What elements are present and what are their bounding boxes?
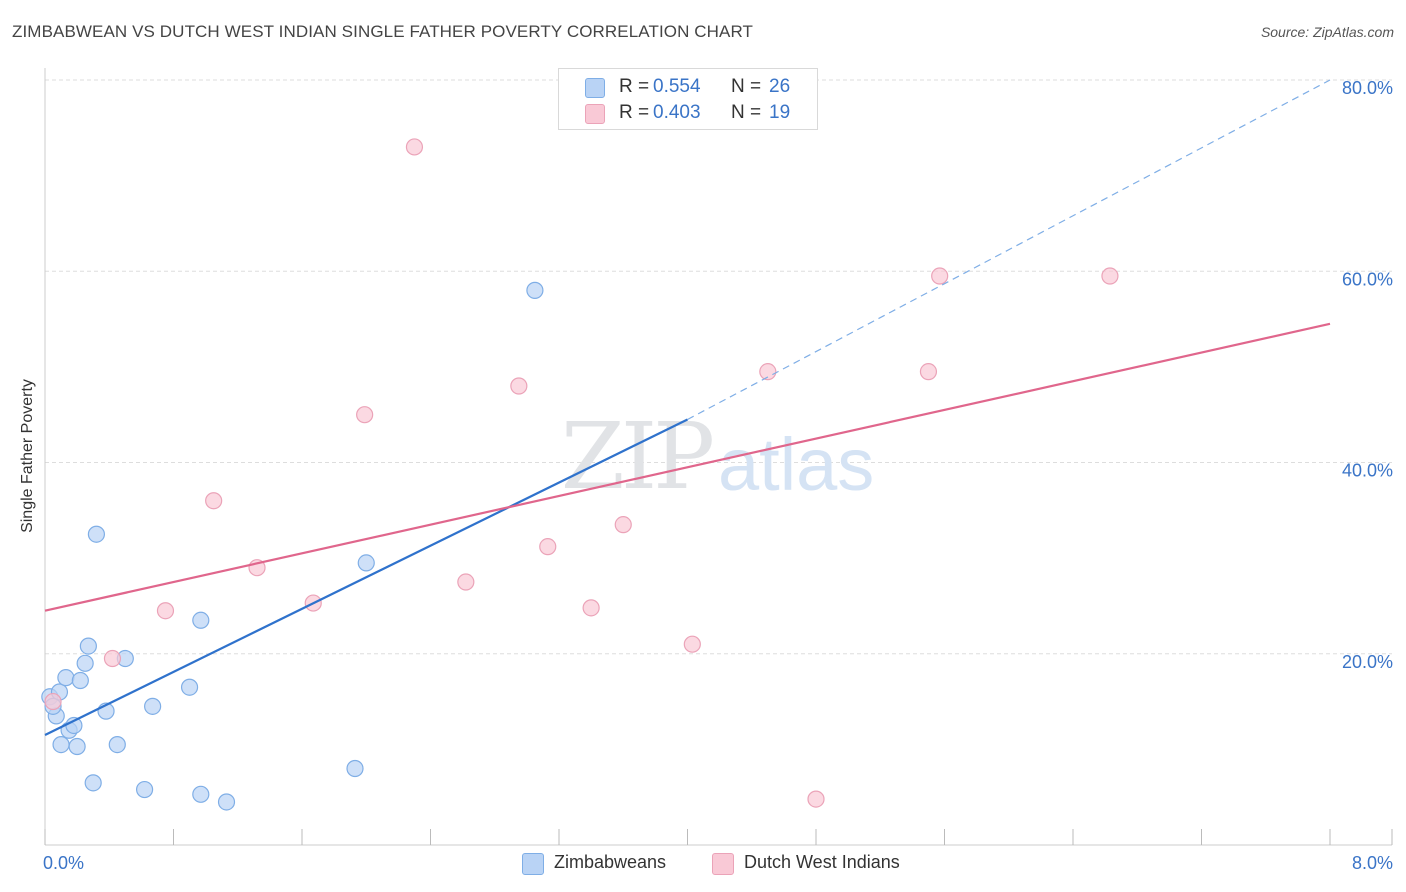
tick-labels: 20.0% 40.0% 60.0% 80.0% 0.0% 8.0%: [43, 78, 1393, 873]
dutch-west-indian-trendline: [44, 322, 1331, 612]
points-layer: [41, 138, 1119, 811]
dutch-west-indian-point: [103, 649, 122, 668]
legend-n-label: N =: [731, 102, 762, 123]
dutch-west-indian-point: [931, 267, 949, 285]
legend-r-label: R =: [619, 76, 650, 97]
legend-label: Dutch West Indians: [744, 852, 900, 872]
legend-r-label: R =: [619, 102, 650, 123]
legend-n-value: 19: [769, 102, 791, 123]
zimbabwean-point: [76, 654, 94, 672]
axis-layer: [44, 68, 1393, 846]
legend-r-value: 0.403: [653, 102, 701, 123]
dutch-west-indian-point: [683, 635, 701, 653]
legend-swatch-blue: [585, 78, 605, 98]
zimbabwean-point: [84, 774, 102, 792]
trend-layer: [44, 79, 1331, 737]
legend-label: Zimbabweans: [554, 852, 667, 872]
zimbabwean-point: [144, 697, 162, 715]
y-tick-label: 40.0%: [1342, 461, 1393, 481]
zimbabwean-point: [71, 671, 89, 690]
zimbabwean-point: [526, 281, 544, 299]
zimbabwean-trendline: [44, 418, 688, 737]
zimbabwean-trendline-extension: [687, 79, 1331, 420]
chart-title: ZIMBABWEAN VS DUTCH WEST INDIAN SINGLE F…: [12, 22, 754, 41]
zimbabwean-point: [57, 669, 75, 687]
watermark-atlas: atlas: [718, 423, 874, 506]
dutch-west-indian-point: [356, 406, 374, 424]
dutch-west-indian-point: [539, 538, 557, 556]
zimbabwean-point: [192, 611, 210, 629]
correlation-legend: R = 0.554 N = 26 R = 0.403 N = 19: [558, 68, 818, 130]
dutch-west-indian-point: [156, 602, 175, 620]
dutch-west-indian-point: [205, 492, 223, 510]
legend-swatch-pink: [712, 853, 734, 875]
dutch-west-indian-point: [1101, 267, 1119, 285]
x-tick-label: 0.0%: [43, 853, 84, 873]
zimbabwean-point: [135, 780, 154, 799]
zimbabwean-point: [79, 637, 97, 655]
dutch-west-indian-point: [759, 363, 777, 381]
legend-swatch-pink: [585, 104, 605, 124]
dutch-west-indian-point: [582, 599, 600, 617]
zimbabwean-point: [87, 525, 106, 543]
grid-layer: [45, 79, 1392, 655]
dutch-west-indian-point: [44, 692, 62, 711]
legend-r-value: 0.554: [653, 76, 701, 97]
legend-n-label: N =: [731, 76, 762, 97]
dutch-west-indian-point: [919, 363, 938, 381]
y-tick-label: 20.0%: [1342, 652, 1393, 672]
y-tick-label: 80.0%: [1342, 78, 1393, 98]
zimbabwean-point: [52, 735, 70, 754]
zimbabwean-point: [180, 678, 199, 696]
dutch-west-indian-point: [405, 138, 424, 156]
watermark: ZIP atlas: [561, 403, 874, 510]
dutch-west-indian-point: [457, 573, 475, 591]
dutch-west-indian-point: [614, 516, 632, 534]
zimbabwean-point: [108, 735, 126, 754]
source-credit: Source: ZipAtlas.com: [1260, 24, 1394, 40]
x-tick-label: 8.0%: [1352, 853, 1393, 873]
zimbabwean-point: [217, 793, 236, 811]
dutch-west-indian-point: [807, 790, 825, 808]
zimbabwean-point: [192, 785, 210, 803]
zimbabwean-point: [346, 759, 364, 778]
legend-swatch-blue: [522, 853, 544, 875]
y-tick-label: 60.0%: [1342, 269, 1393, 289]
dutch-west-indian-point: [510, 377, 528, 395]
zimbabwean-point: [68, 737, 86, 756]
legend-n-value: 26: [769, 76, 791, 97]
watermark-zip: ZIP: [561, 403, 712, 510]
zimbabwean-point: [357, 554, 375, 572]
